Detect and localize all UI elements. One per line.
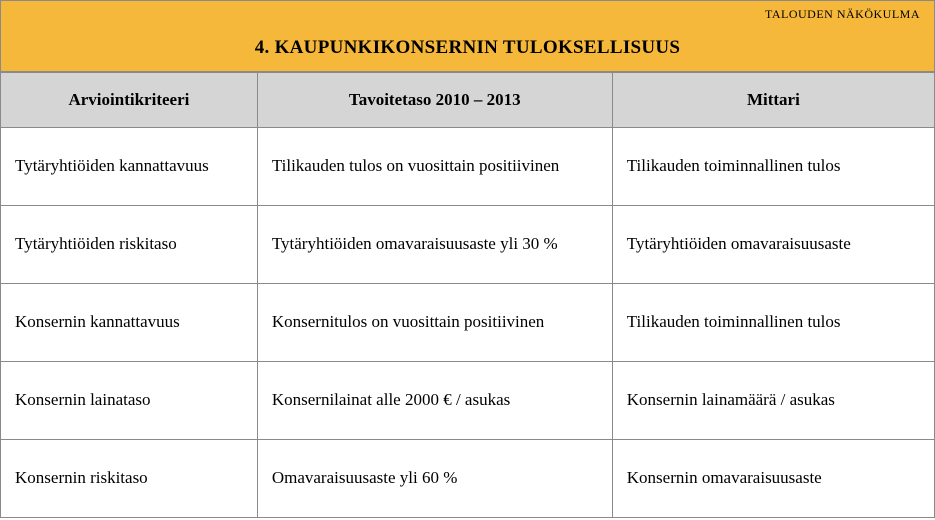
cell-target: Tilikauden tulos on vuosittain positiivi… <box>257 128 612 206</box>
cell-criterion: Tytäryhtiöiden riskitaso <box>1 206 258 284</box>
performance-table: Arviointikriteeri Tavoitetaso 2010 – 201… <box>0 72 935 518</box>
cell-target: Omavaraisuusaste yli 60 % <box>257 440 612 518</box>
page-title: 4. KAUPUNKIKONSERNIN TULOKSELLISUUS <box>1 37 934 59</box>
table-header-row: Arviointikriteeri Tavoitetaso 2010 – 201… <box>1 73 935 128</box>
table-row: Tytäryhtiöiden kannattavuus Tilikauden t… <box>1 128 935 206</box>
table-row: Konsernin lainataso Konsernilainat alle … <box>1 362 935 440</box>
cell-criterion: Konsernin kannattavuus <box>1 284 258 362</box>
cell-target: Konsernilainat alle 2000 € / asukas <box>257 362 612 440</box>
cell-criterion: Konsernin lainataso <box>1 362 258 440</box>
cell-target: Tytäryhtiöiden omavaraisuusaste yli 30 % <box>257 206 612 284</box>
cell-indicator: Tilikauden toiminnallinen tulos <box>612 128 934 206</box>
table-row: Tytäryhtiöiden riskitaso Tytäryhtiöiden … <box>1 206 935 284</box>
column-header-indicator: Mittari <box>612 73 934 128</box>
cell-indicator: Konsernin lainamäärä / asukas <box>612 362 934 440</box>
cell-indicator: Tytäryhtiöiden omavaraisuusaste <box>612 206 934 284</box>
cell-target: Konsernitulos on vuosittain positiivinen <box>257 284 612 362</box>
cell-indicator: Konsernin omavaraisuusaste <box>612 440 934 518</box>
title-band: TALOUDEN NÄKÖKULMA 4. KAUPUNKIKONSERNIN … <box>0 0 935 72</box>
cell-criterion: Tytäryhtiöiden kannattavuus <box>1 128 258 206</box>
table-row: Konsernin riskitaso Omavaraisuusaste yli… <box>1 440 935 518</box>
column-header-target: Tavoitetaso 2010 – 2013 <box>257 73 612 128</box>
column-header-criterion: Arviointikriteeri <box>1 73 258 128</box>
table-row: Konsernin kannattavuus Konsernitulos on … <box>1 284 935 362</box>
corner-label: TALOUDEN NÄKÖKULMA <box>765 7 920 22</box>
cell-criterion: Konsernin riskitaso <box>1 440 258 518</box>
cell-indicator: Tilikauden toiminnallinen tulos <box>612 284 934 362</box>
